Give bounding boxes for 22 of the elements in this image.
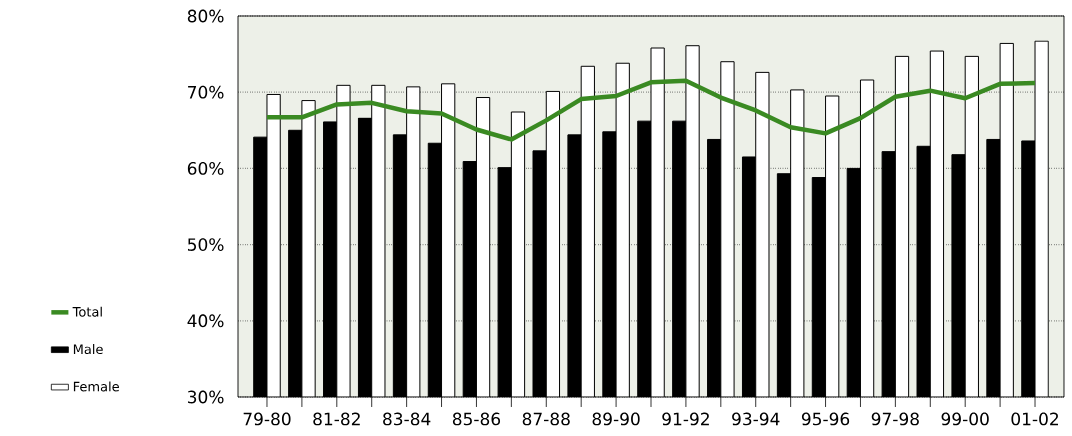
- y-tick-label: 30%: [187, 390, 224, 404]
- legend-label: Female: [73, 381, 119, 392]
- x-tick-label: 91-92: [662, 412, 709, 426]
- x-tick-label: 95-96: [801, 412, 850, 426]
- y-tick-label: 60%: [187, 161, 224, 175]
- y-tick-label: 70%: [188, 85, 224, 99]
- x-tick-label: 93-94: [732, 412, 780, 426]
- x-tick-label: 87-88: [522, 412, 570, 426]
- x-tick-label: 89-90: [592, 412, 640, 426]
- line-series: [264, 78, 1038, 142]
- x-tick-label: 01-02: [1011, 412, 1058, 426]
- x-tick-label: 81-82: [313, 412, 360, 426]
- x-tick-label: 83-84: [383, 412, 431, 426]
- legend-label: Total: [72, 306, 102, 317]
- x-tick-label: 99-00: [941, 412, 989, 426]
- legend-label: Male: [73, 344, 103, 355]
- y-tick-label: 40%: [187, 314, 224, 328]
- x-tick-label: 85-86: [452, 412, 501, 426]
- x-tick-label: 97-98: [871, 412, 919, 426]
- y-tick-label: 80%: [187, 9, 224, 23]
- y-tick-label: 50%: [188, 238, 224, 252]
- x-tick-label: 79-80: [243, 412, 291, 426]
